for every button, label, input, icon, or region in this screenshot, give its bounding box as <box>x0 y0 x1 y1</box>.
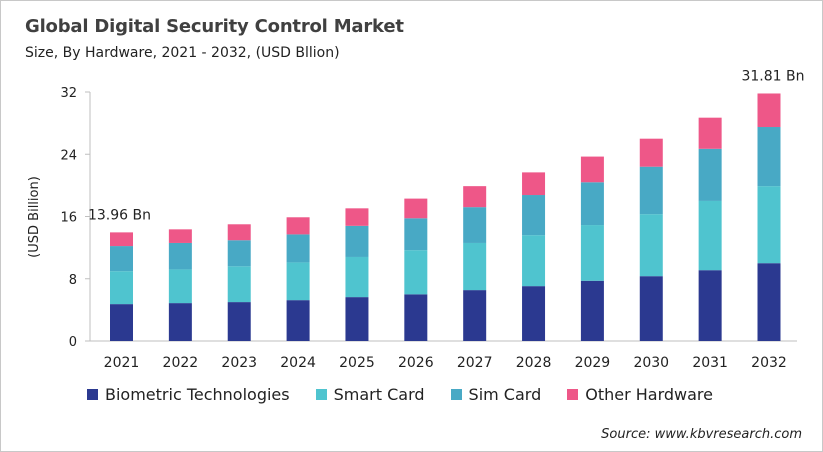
bar-segment-sim-card <box>757 127 781 187</box>
legend-item: Sim Card <box>450 385 542 404</box>
chart-title: Global Digital Security Control Market <box>25 16 404 37</box>
legend: Biometric Technologies Smart Card Sim Card… <box>87 385 713 404</box>
bar-segment-biometric-technologies <box>522 286 546 341</box>
x-tick-label: 2023 <box>221 355 257 371</box>
bar-segment-smart-card <box>227 266 251 303</box>
bar-segment-other-hardware <box>580 156 604 183</box>
bar-segment-smart-card <box>463 242 487 291</box>
data-label: 13.96 Bn <box>88 207 151 223</box>
bar-segment-other-hardware <box>757 93 781 128</box>
x-tick-label: 2022 <box>163 355 199 371</box>
bar-segment-other-hardware <box>110 232 133 247</box>
legend-label: Smart Card <box>333 385 425 404</box>
bar-segment-biometric-technologies <box>639 276 663 341</box>
bar-segment-sim-card <box>404 218 428 251</box>
bar-segment-biometric-technologies <box>168 303 192 341</box>
legend-swatch <box>567 389 579 400</box>
y-tick-label: 32 <box>60 86 77 101</box>
x-tick-label: 2028 <box>516 355 552 371</box>
legend-label: Other Hardware <box>585 385 713 404</box>
bar-segment-smart-card <box>110 271 133 305</box>
bar-segment-biometric-technologies <box>227 302 251 341</box>
bar-segment-sim-card <box>110 246 133 272</box>
x-tick-label: 2027 <box>457 355 493 371</box>
x-tick-label: 2030 <box>633 355 669 371</box>
bar-segment-biometric-technologies <box>345 297 369 341</box>
bar-segment-other-hardware <box>345 208 369 226</box>
bar-segment-other-hardware <box>463 186 487 208</box>
bar-segment-sim-card <box>522 195 546 236</box>
bar-segment-biometric-technologies <box>110 304 133 341</box>
y-tick-label: 0 <box>69 335 77 350</box>
bar-segment-other-hardware <box>168 229 192 243</box>
legend-swatch <box>87 389 98 400</box>
x-tick-label: 2025 <box>339 355 375 371</box>
bar-segment-biometric-technologies <box>757 263 781 341</box>
bar-segment-smart-card <box>698 200 722 271</box>
bar-segment-other-hardware <box>286 217 310 235</box>
bar-segment-sim-card <box>463 207 487 243</box>
y-tick-label: 24 <box>60 148 77 163</box>
legend-label: Biometric Technologies <box>105 385 290 404</box>
bar-segment-other-hardware <box>227 224 251 241</box>
bar-segment-smart-card <box>580 225 604 281</box>
x-tick-label: 2024 <box>280 355 316 371</box>
bar-segment-sim-card <box>639 166 663 215</box>
source-note: Source: www.kbvresearch.com <box>601 427 802 442</box>
y-axis-label: (USD Billion) <box>27 176 42 258</box>
legend-item: Other Hardware <box>567 385 713 404</box>
chart-subtitle: Size, By Hardware, 2021 - 2032, (USD Bll… <box>25 45 340 61</box>
x-tick-label: 2029 <box>575 355 611 371</box>
bar-segment-sim-card <box>698 148 722 201</box>
legend-swatch <box>315 389 327 400</box>
legend-item: Smart Card <box>315 385 425 404</box>
bar-segment-smart-card <box>286 262 310 301</box>
bar-segment-other-hardware <box>522 172 546 196</box>
legend-swatch <box>450 389 462 400</box>
y-tick-label: 8 <box>69 273 77 288</box>
x-tick-label: 2032 <box>751 355 787 371</box>
bar-segment-biometric-technologies <box>404 294 428 341</box>
bar-segment-sim-card <box>345 225 369 257</box>
y-tick-label: 16 <box>60 211 77 226</box>
bar-segment-sim-card <box>286 234 310 263</box>
bar-segment-biometric-technologies <box>698 270 722 341</box>
bar-segment-sim-card <box>580 182 604 226</box>
bar-segment-smart-card <box>639 214 663 277</box>
legend-item: Biometric Technologies <box>87 385 290 404</box>
data-label: 31.81 Bn <box>741 68 804 84</box>
bar-segment-smart-card <box>168 269 192 304</box>
bar-segment-sim-card <box>168 242 192 270</box>
x-tick-label: 2031 <box>692 355 728 371</box>
x-tick-label: 2021 <box>104 355 140 371</box>
bar-segment-smart-card <box>522 235 546 287</box>
x-tick-label: 2026 <box>398 355 434 371</box>
bar-segment-smart-card <box>404 250 428 295</box>
bar-segment-sim-card <box>227 240 251 267</box>
bar-segment-other-hardware <box>639 138 663 167</box>
bar-segment-smart-card <box>345 256 369 298</box>
bar-segment-biometric-technologies <box>286 300 310 341</box>
bar-segment-biometric-technologies <box>463 290 487 341</box>
bar-segment-other-hardware <box>404 198 428 219</box>
bar-segment-smart-card <box>757 186 781 264</box>
bar-segment-biometric-technologies <box>580 280 604 341</box>
bar-segment-other-hardware <box>698 117 722 149</box>
legend-label: Sim Card <box>468 385 542 404</box>
